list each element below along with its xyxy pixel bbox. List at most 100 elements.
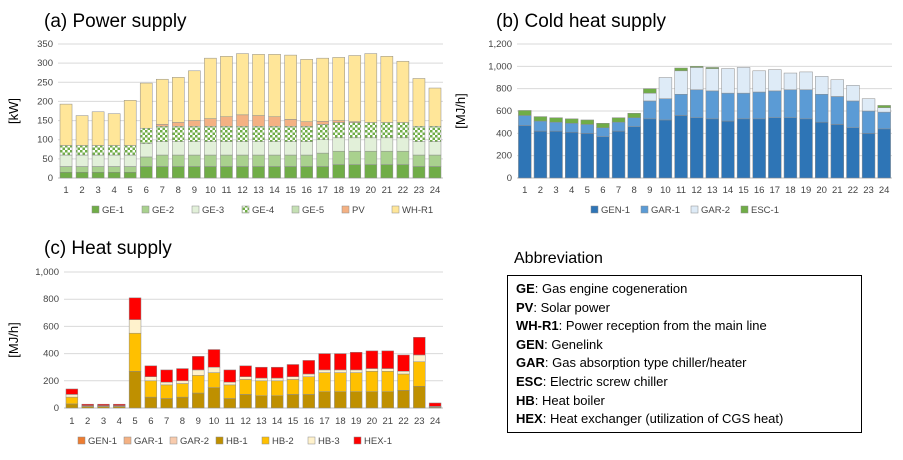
x-tick-label: 16 [301,185,312,196]
bar-segment [721,92,735,122]
bar-segment [643,100,657,120]
abbreviation-key: WH-R1 [516,318,559,334]
bar-segment [316,166,329,179]
legend-swatch [191,205,200,214]
bar-segment [75,115,89,146]
bar-segment [596,127,610,137]
bar-segment [284,119,297,127]
bar-segment [236,141,249,156]
bar-segment [413,354,426,363]
bar-segment [380,56,394,123]
legend-swatch [740,205,749,214]
y-axis-label: [MJ/h] [6,322,21,357]
bar-segment [396,122,410,139]
bar-segment [846,127,860,179]
x-tick-label: 7 [160,185,165,196]
bar-segment [349,369,363,373]
abbreviation-key: GE [516,281,535,296]
bar-segment [674,67,688,72]
x-tick-label: 1 [63,185,68,196]
bar-segment [705,67,719,69]
x-tick-label: 22 [848,185,859,196]
y-tick-label: 800 [496,84,512,95]
bar-segment [144,365,158,377]
bar-segment [861,98,876,112]
legend-label: HB-1 [226,436,248,447]
bar-segment [799,118,813,179]
x-tick-label: 1 [69,416,74,427]
bar-segment [188,141,201,156]
bar-segment [271,366,284,379]
bar-segment [752,70,766,93]
bar-segment [91,166,105,173]
x-tick-label: 5 [132,416,137,427]
y-axis-label: [MJ/h] [453,93,468,128]
bar-segment [156,124,169,127]
bar-segment [549,121,563,132]
bar-segment [674,94,688,116]
abbreviation-text: : Electric screw chiller [542,373,668,389]
bar-segment [674,115,688,179]
x-tick-label: 6 [600,185,605,196]
bar-segment [220,116,233,127]
bar-segment [658,98,673,121]
chart-title: (b) Cold heat supply [496,11,667,32]
bar-segment [316,57,329,122]
bar-segment [91,145,105,156]
bar-segment [815,121,829,179]
bar-segment [107,166,121,173]
chart-title: (a) Power supply [44,11,187,32]
x-tick-label: 4 [569,185,574,196]
bar-segment [316,124,329,140]
x-tick-label: 21 [382,185,393,196]
bar-segment [160,369,173,383]
bar-segment [188,70,201,121]
bar-segment [156,154,169,167]
bar-segment [877,128,891,179]
bar-segment [172,77,185,123]
bar-segment [815,94,829,123]
bar-segment [428,87,442,127]
x-tick-label: 15 [288,416,299,427]
bar-segment [316,121,329,125]
bar-segment [318,372,331,392]
abbreviation-row: GAR: Gas absorption type chiller/heater [516,354,853,373]
bar-segment [59,166,73,173]
x-tick-label: 4 [117,416,122,427]
bar-segment [271,380,284,397]
bar-segment [518,115,532,126]
legend-swatch [341,205,350,214]
bar-segment [334,369,347,373]
y-tick-label: 200 [43,376,59,387]
bar-segment [302,360,315,375]
x-tick-label: 14 [723,185,734,196]
abbreviation-key: ESC [516,373,543,389]
bar-segment [318,353,331,371]
bar-segment [533,116,548,122]
x-tick-label: 7 [616,185,621,196]
bar-segment [348,150,362,165]
x-tick-label: 24 [430,185,441,196]
abbreviation-key: PV [516,299,534,315]
bar-segment [65,394,79,398]
abbreviation-key: GAR [516,355,545,371]
abbreviation-box: GE: Gas engine cogeneration PV: Solar po… [507,275,862,433]
x-tick-label: 14 [272,416,283,427]
abbreviation-text: : Power reception from the main line [558,318,767,334]
x-tick-label: 11 [222,185,232,196]
bar-segment [172,126,185,142]
legend-label: GE-2 [152,205,174,216]
bar-segment [364,122,378,139]
bar-segment [580,124,594,134]
bar-segment [428,402,442,407]
x-tick-label: 3 [95,185,100,196]
bar-segment [144,376,158,382]
x-tick-label: 14 [269,185,280,196]
x-tick-label: 15 [738,185,749,196]
abbreviation-text: : Heat exchanger (utilization of CGS hea… [542,411,784,427]
bar-segment [380,137,394,152]
x-tick-label: 13 [707,185,718,196]
bar-segment [81,403,94,406]
legend-swatch [169,436,178,445]
